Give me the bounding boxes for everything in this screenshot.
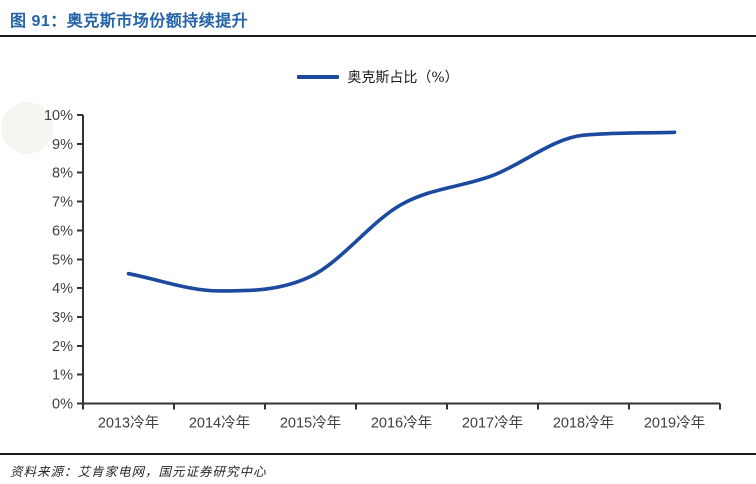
y-tick-label: 1% (52, 368, 73, 384)
source-note: 资料来源：艾肯家电网，国元证券研究中心 (10, 464, 267, 479)
series-line-aux-share (126, 130, 677, 293)
y-tick-label: 5% (52, 252, 73, 268)
legend-line-swatch (297, 75, 340, 79)
watermark-blob (1, 102, 53, 154)
y-tick-label: 2% (52, 339, 73, 355)
y-tick-label: 9% (52, 137, 73, 153)
title-divider (0, 35, 756, 37)
y-tick-label: 10% (44, 108, 73, 124)
x-tick-label: 2014冷年 (189, 415, 250, 432)
y-tick-label: 6% (52, 223, 73, 239)
x-tick-label: 2018冷年 (553, 415, 614, 432)
y-tick-label: 3% (52, 310, 73, 326)
footer-divider (0, 453, 756, 455)
x-tick-label: 2015冷年 (280, 415, 341, 432)
chart-legend: 奥克斯占比（%） (0, 66, 756, 88)
x-tick-label: 2017冷年 (462, 415, 523, 432)
x-tick-label: 2019冷年 (644, 415, 705, 432)
y-tick-label: 0% (52, 397, 73, 413)
y-tick-label: 7% (52, 195, 73, 211)
legend-label: 奥克斯占比（%） (347, 70, 459, 86)
x-tick-label: 2016冷年 (371, 415, 432, 432)
figure-title: 图 91：奥克斯市场份额持续提升 (10, 13, 249, 30)
y-tick-label: 4% (52, 281, 73, 297)
x-tick-label: 2013冷年 (98, 415, 159, 432)
y-tick-label: 8% (52, 166, 73, 182)
